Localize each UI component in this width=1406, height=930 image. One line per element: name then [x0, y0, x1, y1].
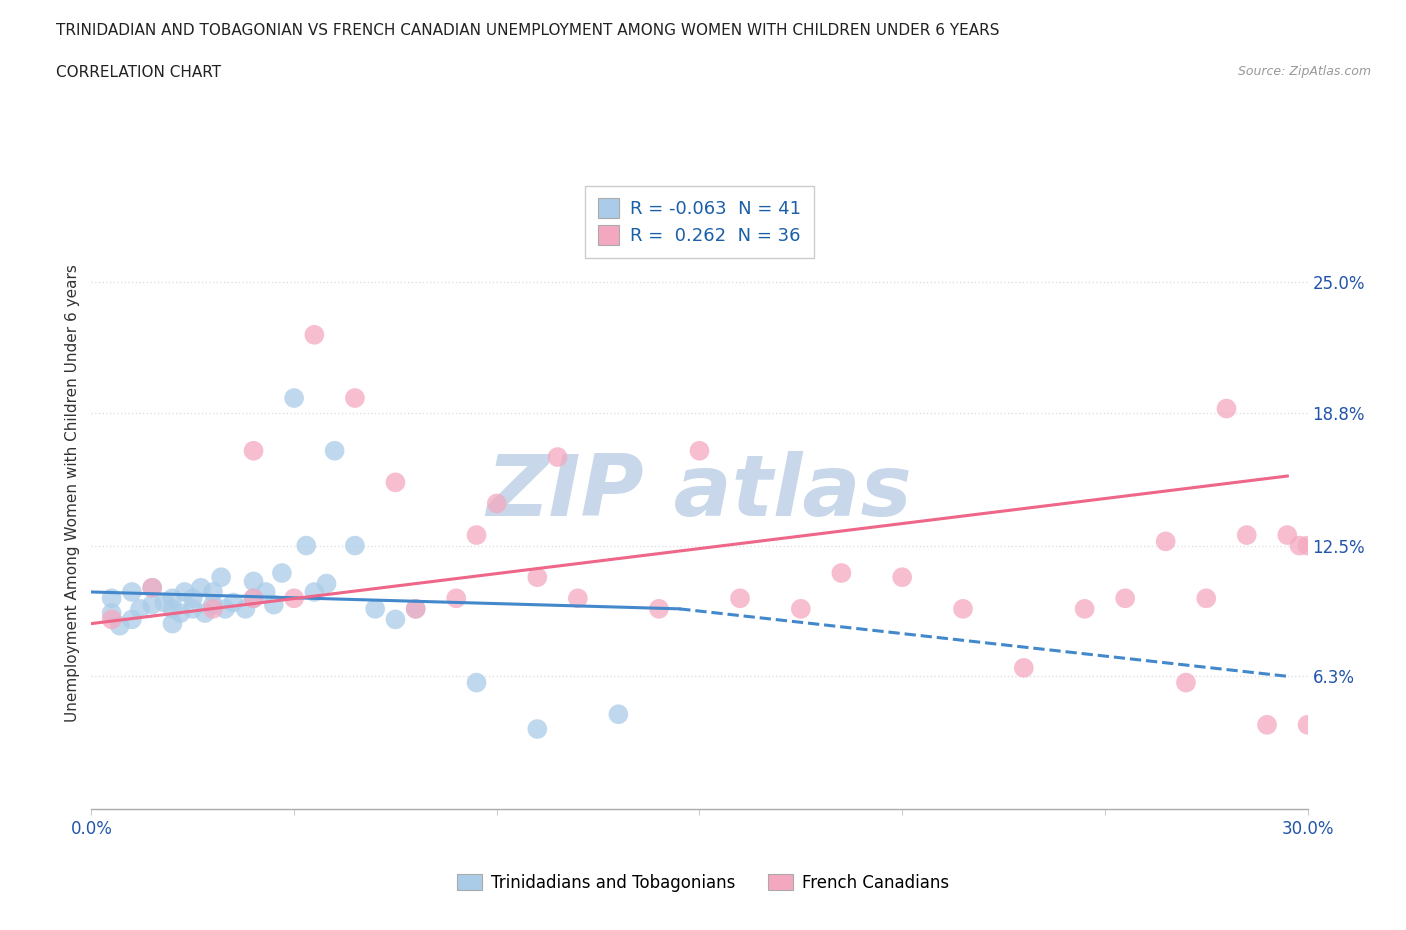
Point [1195, 591, 1218, 605]
Point [790, 602, 813, 617]
Y-axis label: Unemployment Among Women with Children Under 6 years: Unemployment Among Women with Children U… [65, 264, 80, 722]
Point [465, 527, 488, 542]
Point [952, 602, 974, 617]
Point [100, 591, 122, 605]
Point [1012, 660, 1035, 675]
Point [607, 707, 630, 722]
Point [295, 538, 318, 553]
Point [1114, 591, 1136, 605]
Point [194, 605, 217, 620]
Point [688, 444, 710, 458]
Point [1296, 538, 1319, 553]
Point [405, 602, 427, 617]
Point [242, 591, 264, 605]
Point [222, 595, 245, 610]
Point [1073, 602, 1095, 617]
Point [202, 585, 225, 600]
Point [121, 585, 143, 600]
Point [315, 576, 337, 591]
Point [263, 597, 285, 612]
Point [384, 612, 406, 627]
Point [173, 585, 195, 600]
Point [169, 605, 191, 620]
Point [1288, 538, 1310, 553]
Point [129, 602, 152, 617]
Point [100, 612, 122, 627]
Legend: Trinidadians and Tobagonians, French Canadians: Trinidadians and Tobagonians, French Can… [450, 867, 956, 898]
Point [162, 591, 184, 605]
Point [444, 591, 467, 605]
Point [141, 580, 163, 595]
Point [162, 602, 184, 617]
Text: ZIP atlas: ZIP atlas [486, 451, 912, 535]
Point [567, 591, 589, 605]
Point [141, 580, 163, 595]
Text: TRINIDADIAN AND TOBAGONIAN VS FRENCH CANADIAN UNEMPLOYMENT AMONG WOMEN WITH CHIL: TRINIDADIAN AND TOBAGONIAN VS FRENCH CAN… [56, 23, 1000, 38]
Point [526, 722, 548, 737]
Point [202, 597, 225, 612]
Point [1296, 717, 1319, 732]
Point [485, 496, 508, 511]
Point [153, 595, 176, 610]
Point [242, 444, 264, 458]
Point [271, 565, 294, 580]
Point [526, 570, 548, 585]
Point [1215, 401, 1237, 416]
Point [364, 602, 387, 617]
Point [254, 585, 277, 600]
Point [202, 602, 225, 617]
Text: Source: ZipAtlas.com: Source: ZipAtlas.com [1237, 65, 1371, 78]
Point [283, 391, 305, 405]
Text: CORRELATION CHART: CORRELATION CHART [56, 65, 221, 80]
Point [100, 605, 122, 620]
Point [1277, 527, 1299, 542]
Point [384, 475, 406, 490]
Point [891, 570, 914, 585]
Point [465, 675, 488, 690]
Point [242, 591, 264, 605]
Point [547, 449, 569, 464]
Point [830, 565, 852, 580]
Point [343, 391, 366, 405]
Point [141, 597, 163, 612]
Point [648, 602, 671, 617]
Point [1256, 717, 1278, 732]
Point [181, 591, 204, 605]
Point [405, 602, 427, 617]
Point [343, 538, 366, 553]
Point [214, 602, 236, 617]
Point [304, 327, 326, 342]
Point [1154, 534, 1177, 549]
Point [108, 618, 131, 633]
Point [1236, 527, 1258, 542]
Point [181, 602, 204, 617]
Point [728, 591, 751, 605]
Point [121, 612, 143, 627]
Point [283, 591, 305, 605]
Point [235, 602, 257, 617]
Point [242, 574, 264, 589]
Point [304, 585, 326, 600]
Point [323, 444, 346, 458]
Point [1175, 675, 1198, 690]
Legend: R = -0.063  N = 41, R =  0.262  N = 36: R = -0.063 N = 41, R = 0.262 N = 36 [585, 186, 814, 258]
Point [162, 617, 184, 631]
Point [190, 580, 212, 595]
Point [209, 570, 232, 585]
